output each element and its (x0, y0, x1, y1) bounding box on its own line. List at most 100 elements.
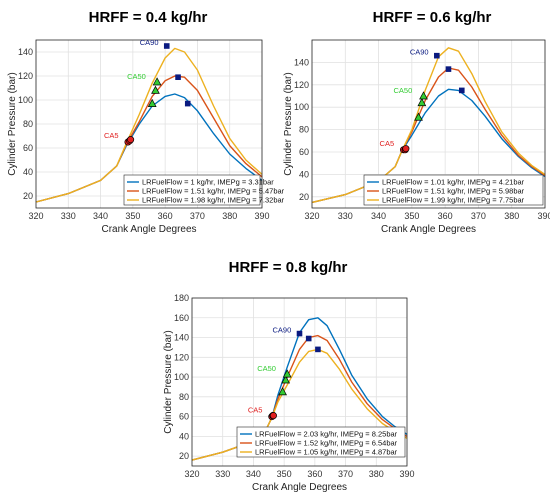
legend-entry: LRFuelFlow = 1.51 kg/hr, IMEPg = 5.98bar (382, 187, 525, 196)
y-axis-label: Cylinder Pressure (bar) (283, 72, 294, 175)
x-tick-label: 390 (254, 211, 269, 221)
x-tick-label: 320 (28, 211, 43, 221)
plot-border (311, 39, 546, 209)
y-tick-label: 60 (23, 143, 33, 153)
y-tick-label: 80 (299, 125, 309, 135)
x-tick-label: 370 (471, 211, 486, 221)
x-tick-label: 380 (222, 211, 237, 221)
x-tick-label: 370 (338, 469, 353, 479)
x-tick-label: 340 (246, 469, 261, 479)
y-axis-label: Cylinder Pressure (bar) (163, 330, 174, 433)
y-axis-label: Cylinder Pressure (bar) (7, 72, 18, 175)
chart-title: HRFF = 0.4 kg/hr (89, 9, 208, 26)
x-tick-label: 390 (537, 211, 550, 221)
chart-panel-hrff-0.4: HRFF = 0.4 kg/hr CA5 CA50 CA90 320 330 340 350 3… (7, 9, 285, 235)
legend-box (123, 174, 261, 206)
legend: LRFuelFlow = 1 kg/hr, IMEPg = 3.31bar LRF… (123, 174, 285, 206)
x-tick-label: 350 (277, 469, 292, 479)
legend-entry: LRFuelFlow = 1.52 kg/hr, IMEPg = 6.54bar (255, 439, 398, 448)
y-tick-label: 80 (23, 119, 33, 129)
y-tick-label: 140 (294, 57, 309, 67)
ca90-annotation: CA90 (140, 38, 159, 47)
ca5-marker (402, 145, 410, 153)
ca90-marker (296, 330, 303, 337)
ca90-marker (445, 66, 452, 72)
legend-entry: LRFuelFlow = 1 kg/hr, IMEPg = 3.31bar (142, 178, 274, 187)
ca50-marker (278, 387, 287, 396)
chart-panel-hrff-0.8: HRFF = 0.8 kg/hr CA5 CA50 CA90 320 330 340 350 3… (163, 259, 415, 493)
x-tick-label: 360 (438, 211, 453, 221)
ca90-marker (163, 43, 170, 49)
y-tick-label: 20 (179, 451, 189, 461)
chart-title: HRFF = 0.6 kg/hr (373, 9, 492, 26)
y-tick-label: 120 (18, 71, 33, 81)
ca90-marker (434, 52, 440, 59)
ca90-marker (305, 335, 312, 342)
ca90-marker (458, 87, 465, 94)
ca5-marker (269, 412, 277, 420)
y-tick-label: 120 (174, 352, 189, 362)
legend-box (236, 426, 406, 458)
ca90-annotation: CA90 (273, 326, 292, 335)
ca50-marker (417, 97, 427, 107)
ca5-annotation: CA5 (380, 139, 395, 148)
y-tick-label: 140 (174, 333, 189, 343)
y-tick-label: 40 (23, 167, 33, 177)
x-axis-label: Crank Angle Degrees (252, 482, 347, 493)
legend-entry: LRFuelFlow = 1.05 kg/hr, IMEPg = 4.87bar (255, 448, 398, 457)
x-tick-label: 390 (399, 469, 414, 479)
y-tick-label: 100 (294, 102, 309, 112)
plot-border (191, 297, 408, 467)
ca90-marker (175, 74, 181, 80)
ca50-annotation: CA50 (257, 364, 276, 373)
x-axis-label: Crank Angle Degrees (381, 224, 476, 235)
y-tick-label: 40 (179, 431, 189, 441)
chart-title: HRFF = 0.8 kg/hr (229, 259, 348, 276)
y-tick-label: 60 (179, 412, 189, 422)
x-tick-label: 360 (307, 469, 322, 479)
series-line-2 (35, 47, 263, 203)
y-tick-label: 160 (174, 313, 189, 323)
legend-box (363, 174, 544, 206)
x-tick-label: 370 (190, 211, 205, 221)
ca90-marker (184, 100, 191, 107)
legend-entry: LRFuelFlow = 1.01 kg/hr, IMEPg = 4.21bar (382, 178, 525, 187)
x-tick-label: 330 (215, 469, 230, 479)
x-tick-label: 380 (369, 469, 384, 479)
legend-entry: LRFuelFlow = 1.98 kg/hr, IMEPg = 7.32bar (142, 196, 285, 205)
x-tick-label: 320 (184, 469, 199, 479)
x-tick-label: 340 (371, 211, 386, 221)
ca50-marker (414, 112, 423, 121)
ca5-marker (127, 136, 135, 144)
legend: LRFuelFlow = 1.01 kg/hr, IMEPg = 4.21bar… (363, 174, 544, 206)
ca50-annotation: CA50 (127, 72, 146, 81)
ca5-annotation: CA5 (104, 131, 119, 140)
y-tick-label: 60 (299, 147, 309, 157)
plot-border (35, 39, 263, 209)
x-tick-label: 330 (338, 211, 353, 221)
y-tick-label: 80 (179, 392, 189, 402)
legend-entry: LRFuelFlow = 1.99 kg/hr, IMEPg = 7.75bar (382, 196, 525, 205)
legend-entry: LRFuelFlow = 2.03 kg/hr, IMEPg = 8.25bar (255, 430, 398, 439)
ca90-marker (315, 346, 321, 353)
ca50-annotation: CA50 (394, 86, 413, 95)
ca50-marker (147, 98, 157, 107)
y-tick-label: 100 (174, 372, 189, 382)
ca50-marker (281, 375, 291, 384)
ca50-marker (151, 85, 160, 94)
ca50-marker (419, 91, 428, 100)
y-tick-label: 40 (299, 169, 309, 179)
ca50-marker (282, 369, 292, 378)
x-tick-label: 350 (404, 211, 419, 221)
series-line-2 (311, 47, 546, 204)
x-tick-label: 330 (61, 211, 76, 221)
x-tick-label: 340 (93, 211, 108, 221)
ca5-annotation: CA5 (248, 406, 263, 415)
x-tick-label: 320 (304, 211, 319, 221)
ca50-marker (152, 77, 162, 86)
ca90-annotation: CA90 (410, 48, 429, 57)
x-tick-label: 350 (125, 211, 140, 221)
legend: LRFuelFlow = 2.03 kg/hr, IMEPg = 8.25bar… (236, 426, 406, 458)
chart-panel-hrff-0.6: HRFF = 0.6 kg/hr CA5 CA50 CA90 320 330 340 350 3… (283, 9, 550, 235)
